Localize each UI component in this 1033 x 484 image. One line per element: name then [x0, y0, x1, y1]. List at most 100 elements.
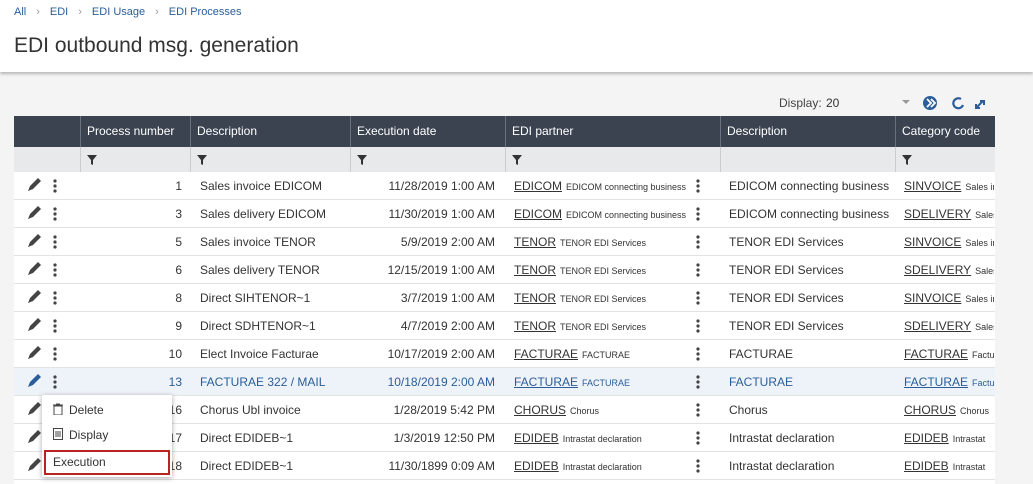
column-header[interactable]: Process number	[80, 116, 190, 147]
refresh-button[interactable]	[952, 97, 965, 110]
filter-cell[interactable]	[505, 147, 720, 172]
row-actions[interactable]	[22, 312, 62, 340]
table-row: 13 FACTURAE 322 / MAIL 10/18/2019 2:00 AM F…	[14, 368, 995, 396]
edi-partner: EDICOM EDICOM connecting business	[514, 200, 694, 228]
partner-code[interactable]: EDIDEB	[514, 459, 559, 473]
category-link[interactable]: CHORUS	[904, 403, 957, 417]
column-header[interactable]: Description	[190, 116, 350, 147]
partner-code[interactable]: FACTURAE	[514, 375, 579, 389]
category-link[interactable]: FACTURAE	[904, 347, 969, 361]
description: Elect Invoice Facturae	[200, 347, 319, 361]
display-label: Display:	[779, 96, 822, 110]
toolbar	[902, 96, 985, 110]
partner-menu[interactable]	[695, 228, 705, 256]
breadcrumb-link[interactable]: EDI Processes	[168, 6, 242, 18]
description: Sales delivery EDICOM	[200, 207, 327, 221]
category-code: EDIDEB Intrastat	[904, 424, 994, 452]
filter-cell[interactable]	[895, 147, 995, 172]
row-actions[interactable]	[22, 200, 62, 228]
process-number: 9	[175, 319, 182, 333]
table-row: 9 Direct SDHTENOR~1 4/7/2019 2:00 AM TENOR T…	[14, 312, 995, 340]
partner-code[interactable]: TENOR	[514, 291, 556, 305]
execution-date: 12/15/2019 1:00 AM	[387, 263, 495, 277]
edi-partner: EDIDEB Intrastat declaration	[514, 452, 694, 480]
table-row: 1 Sales invoice EDICOM 11/28/2019 1:00 AM E…	[14, 172, 995, 200]
partner-menu[interactable]	[695, 284, 705, 312]
category-link[interactable]: SDELIVERY	[904, 263, 972, 277]
menu-item[interactable]: Delete	[42, 398, 172, 423]
description: FACTURAE 322 / MAIL	[200, 375, 326, 389]
partner-name: FACTURAE	[582, 378, 631, 388]
partner-code[interactable]: TENOR	[514, 319, 556, 333]
category-code: SDELIVERYSales de	[904, 256, 994, 284]
edi-partner: TENOR TENOR EDI Services	[514, 256, 694, 284]
partner-menu[interactable]	[695, 256, 705, 284]
partner-code[interactable]: EDICOM	[514, 179, 562, 193]
execution-date: 1/28/2019 5:42 PM	[393, 403, 495, 417]
process-number: 10	[168, 347, 182, 361]
partner-name: Intrastat declaration	[562, 434, 642, 444]
row-actions[interactable]	[22, 340, 62, 368]
partner-menu[interactable]	[695, 312, 705, 340]
partner-menu[interactable]	[695, 424, 705, 452]
breadcrumb: All › EDI › EDI Usage › EDI Processes	[14, 6, 242, 18]
separator: ›	[36, 6, 40, 18]
category-link[interactable]: SDELIVERY	[904, 207, 972, 221]
execution-date: 5/9/2019 2:00 AM	[400, 235, 495, 249]
category-link[interactable]: FACTURAE	[904, 375, 969, 389]
partner-menu[interactable]	[695, 396, 705, 424]
partner-code[interactable]: CHORUS	[514, 403, 567, 417]
row-actions[interactable]	[22, 172, 62, 200]
process-number: 13	[168, 375, 182, 389]
partner-code[interactable]: EDIDEB	[514, 431, 559, 445]
category-name: Sales de	[975, 266, 994, 276]
filter-cell[interactable]	[80, 147, 190, 172]
column-header[interactable]: Description	[720, 116, 895, 147]
category-name: Sales invo	[965, 238, 994, 248]
row-actions[interactable]	[22, 256, 62, 284]
filter-cell	[14, 147, 80, 172]
partner-code[interactable]: FACTURAE	[514, 347, 579, 361]
breadcrumb-link[interactable]: All	[14, 6, 27, 18]
partner-description: EDICOM connecting business	[729, 207, 890, 221]
category-link[interactable]: SINVOICE	[904, 291, 962, 305]
process-number: 1	[175, 179, 182, 193]
partner-menu[interactable]	[695, 368, 705, 396]
edi-partner: TENOR TENOR EDI Services	[514, 312, 694, 340]
execution-date: 4/7/2019 2:00 AM	[400, 319, 495, 333]
breadcrumb-link[interactable]: EDI Usage	[91, 6, 146, 18]
filter-cell[interactable]	[190, 147, 350, 172]
row-actions[interactable]	[22, 368, 62, 396]
process-number: 3	[175, 207, 182, 221]
filter-cell[interactable]	[350, 147, 505, 172]
column-header[interactable]: Execution date	[350, 116, 505, 147]
partner-menu[interactable]	[695, 200, 705, 228]
category-link[interactable]: SINVOICE	[904, 235, 962, 249]
partner-code[interactable]: TENOR	[514, 263, 556, 277]
partner-menu[interactable]	[695, 452, 705, 480]
row-actions[interactable]	[22, 284, 62, 312]
category-link[interactable]: SINVOICE	[904, 179, 962, 193]
category-link[interactable]: EDIDEB	[904, 431, 949, 445]
menu-item[interactable]: Display	[42, 423, 172, 448]
row-actions[interactable]	[22, 228, 62, 256]
menu-item[interactable]: Execution	[44, 450, 170, 475]
column-header[interactable]: Category code	[895, 116, 995, 147]
execution-date: 11/28/2019 1:00 AM	[388, 179, 495, 193]
partner-name: TENOR EDI Services	[560, 266, 647, 276]
partner-code[interactable]: EDICOM	[514, 207, 562, 221]
partner-menu[interactable]	[695, 340, 705, 368]
partner-code[interactable]: TENOR	[514, 235, 556, 249]
table-row: 16 Chorus Ubl invoice 1/28/2019 5:42 PM CHO…	[14, 396, 995, 424]
expand-button[interactable]	[975, 100, 985, 109]
column-header[interactable]: EDI partner	[505, 116, 720, 147]
table-row: 6 Sales delivery TENOR 12/15/2019 1:00 AM T…	[14, 256, 995, 284]
category-link[interactable]: SDELIVERY	[904, 319, 972, 333]
category-link[interactable]: EDIDEB	[904, 459, 949, 473]
breadcrumb-link[interactable]: EDI	[49, 6, 69, 18]
display-value[interactable]: 20	[826, 96, 840, 110]
partner-menu[interactable]	[695, 172, 705, 200]
process-number: 8	[175, 291, 182, 305]
